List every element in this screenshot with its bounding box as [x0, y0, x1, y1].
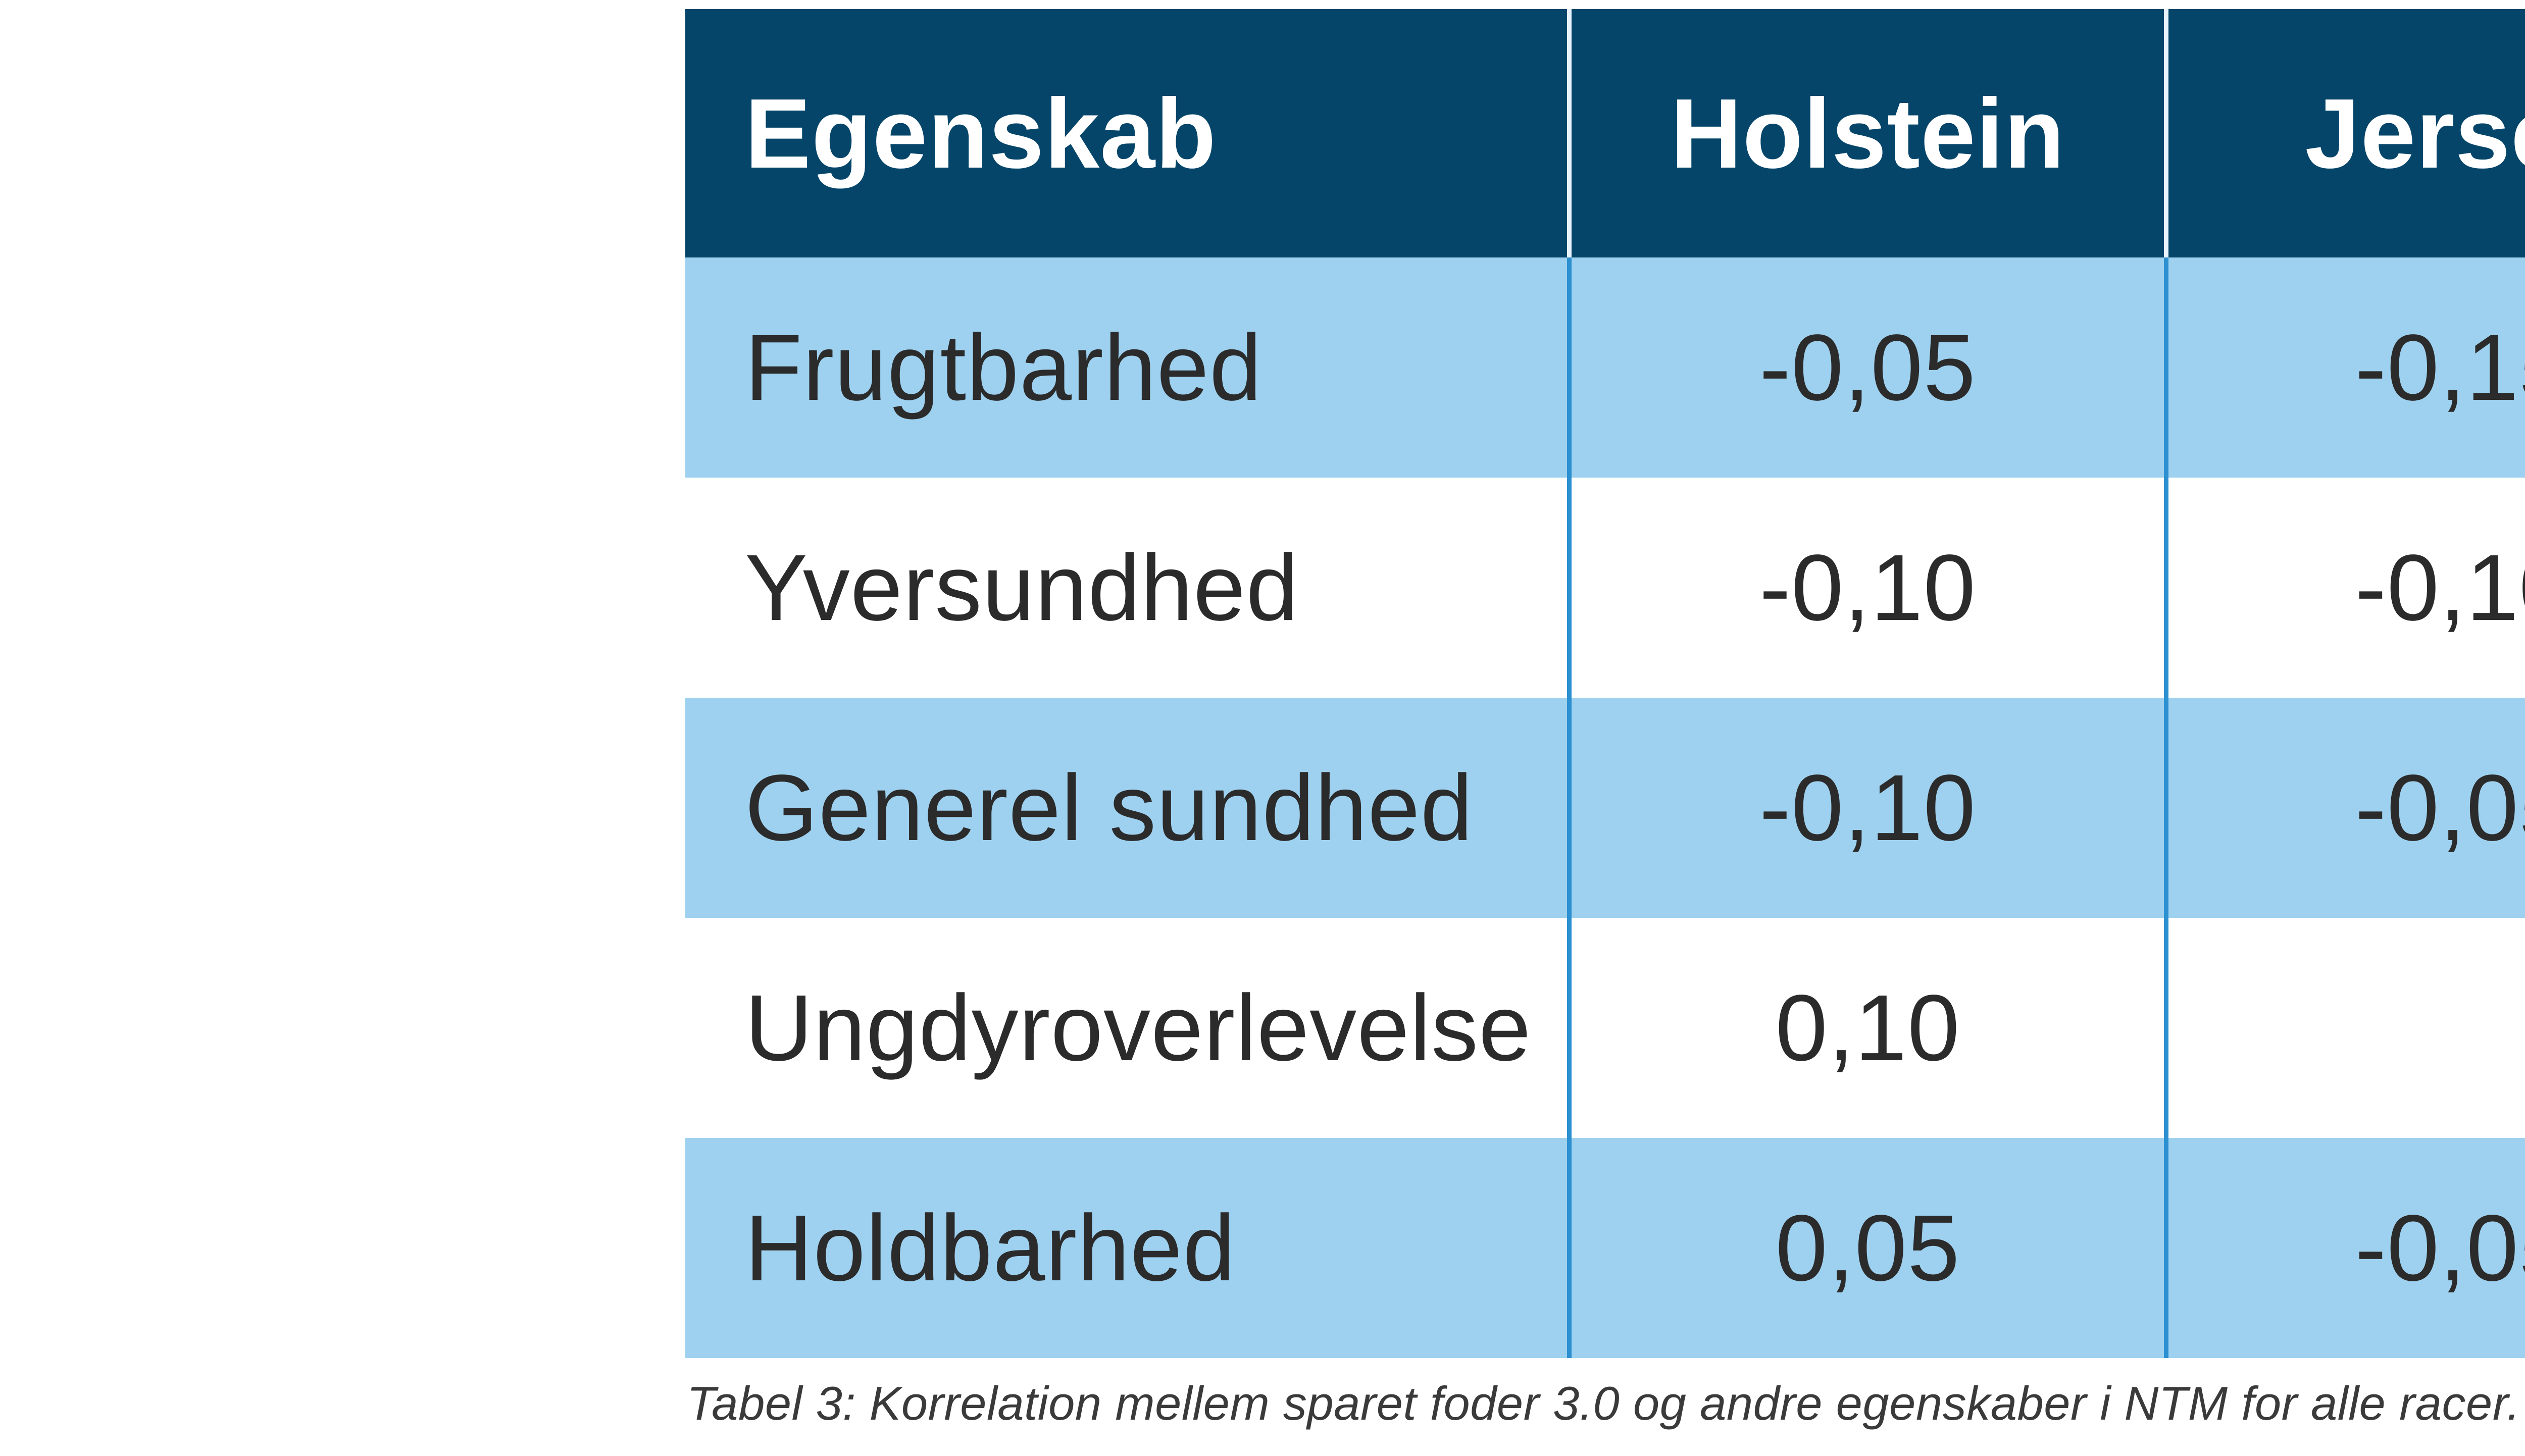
value-cell: -0,05	[1567, 257, 2164, 478]
value-cell: -0,10	[1567, 478, 2164, 698]
header-cell-holstein: Holstein	[1567, 9, 2164, 257]
value-cell: -0,05	[2164, 1138, 2525, 1358]
table-grid: Egenskab Holstein Jersey RDM Frugtbarhed…	[685, 9, 2525, 1358]
row-label-cell: Frugtbarhed	[685, 257, 1567, 478]
row-label-cell: Ungdyroverlevelse	[685, 918, 1567, 1138]
row-label-cell: Holdbarhed	[685, 1138, 1567, 1358]
value-cell: -0,10	[2164, 478, 2525, 698]
value-cell: -0,05	[2164, 698, 2525, 918]
value-cell: 0,10	[1567, 918, 2164, 1138]
value-cell: -0,10	[1567, 698, 2164, 918]
value-cell	[2164, 918, 2525, 1138]
correlation-table: Egenskab Holstein Jersey RDM Frugtbarhed…	[685, 9, 2525, 1358]
value-cell: 0,05	[1567, 1138, 2164, 1358]
row-label-cell: Generel sundhed	[685, 698, 1567, 918]
value-cell: -0,15	[2164, 257, 2525, 478]
table-caption: Tabel 3: Korrelation mellem sparet foder…	[687, 1377, 2520, 1430]
row-label-cell: Yversundhed	[685, 478, 1567, 698]
header-cell-jersey: Jersey	[2164, 9, 2525, 257]
header-cell-egenskab: Egenskab	[685, 9, 1567, 257]
